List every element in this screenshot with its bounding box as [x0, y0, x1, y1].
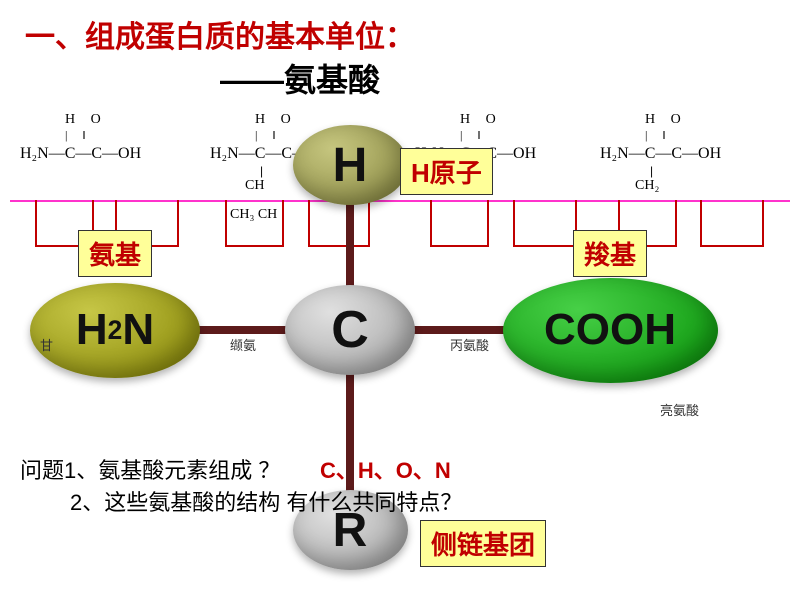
formula-bond-marks: | ‖ — [65, 128, 92, 143]
formula-sub1: CH₂ — [635, 178, 659, 194]
formula-bond-marks: | ‖ — [645, 128, 672, 143]
group-bracket — [700, 200, 764, 247]
label-carboxy: 羧基 — [573, 230, 647, 277]
formula-bond-marks: | ‖ — [460, 128, 487, 143]
formula-top-line: H O — [460, 112, 502, 128]
formula-top-line: H O — [255, 112, 297, 128]
amino-acid-name: 甘 — [40, 335, 53, 354]
bond-line — [346, 200, 354, 290]
group-bracket — [430, 200, 489, 247]
bond-line — [410, 326, 505, 334]
node-h: H — [293, 125, 408, 205]
formula-bond-marks: | ‖ — [255, 128, 282, 143]
formula-sub1: CH — [245, 178, 264, 194]
group-bracket — [225, 200, 284, 247]
node-cooh: COOH — [503, 278, 718, 383]
question-1: 问题1、氨基酸元素组成 ？ — [20, 453, 280, 485]
node-c: C — [285, 285, 415, 375]
label-h_atom: H原子 — [400, 148, 493, 195]
question-2: 2、这些氨基酸的结构 有什么共同特点？ — [70, 485, 462, 517]
formula-top-line: H O — [645, 112, 687, 128]
group-bracket — [513, 200, 577, 247]
group-bracket — [308, 200, 370, 247]
node-h2n: H2N — [30, 283, 200, 378]
label-amino: 氨基 — [78, 230, 152, 277]
label-side: 侧链基团 — [420, 520, 546, 567]
formula-main: H₂N—C—C—OH — [20, 145, 141, 163]
section-title: 一、组成蛋白质的基本单位： — [25, 12, 415, 56]
amino-acid-name: 缬氨 — [230, 335, 256, 354]
formula-main: H₂N—C—C—OH — [600, 145, 721, 163]
formula-top-line: H O — [65, 112, 107, 128]
bond-line — [195, 326, 290, 334]
subtitle: ——氨基酸 — [220, 55, 380, 101]
answer-1: C、H、O、N — [320, 453, 451, 485]
amino-acid-name: 丙氨酸 — [450, 335, 489, 354]
amino-acid-name: 亮氨酸 — [660, 400, 699, 419]
